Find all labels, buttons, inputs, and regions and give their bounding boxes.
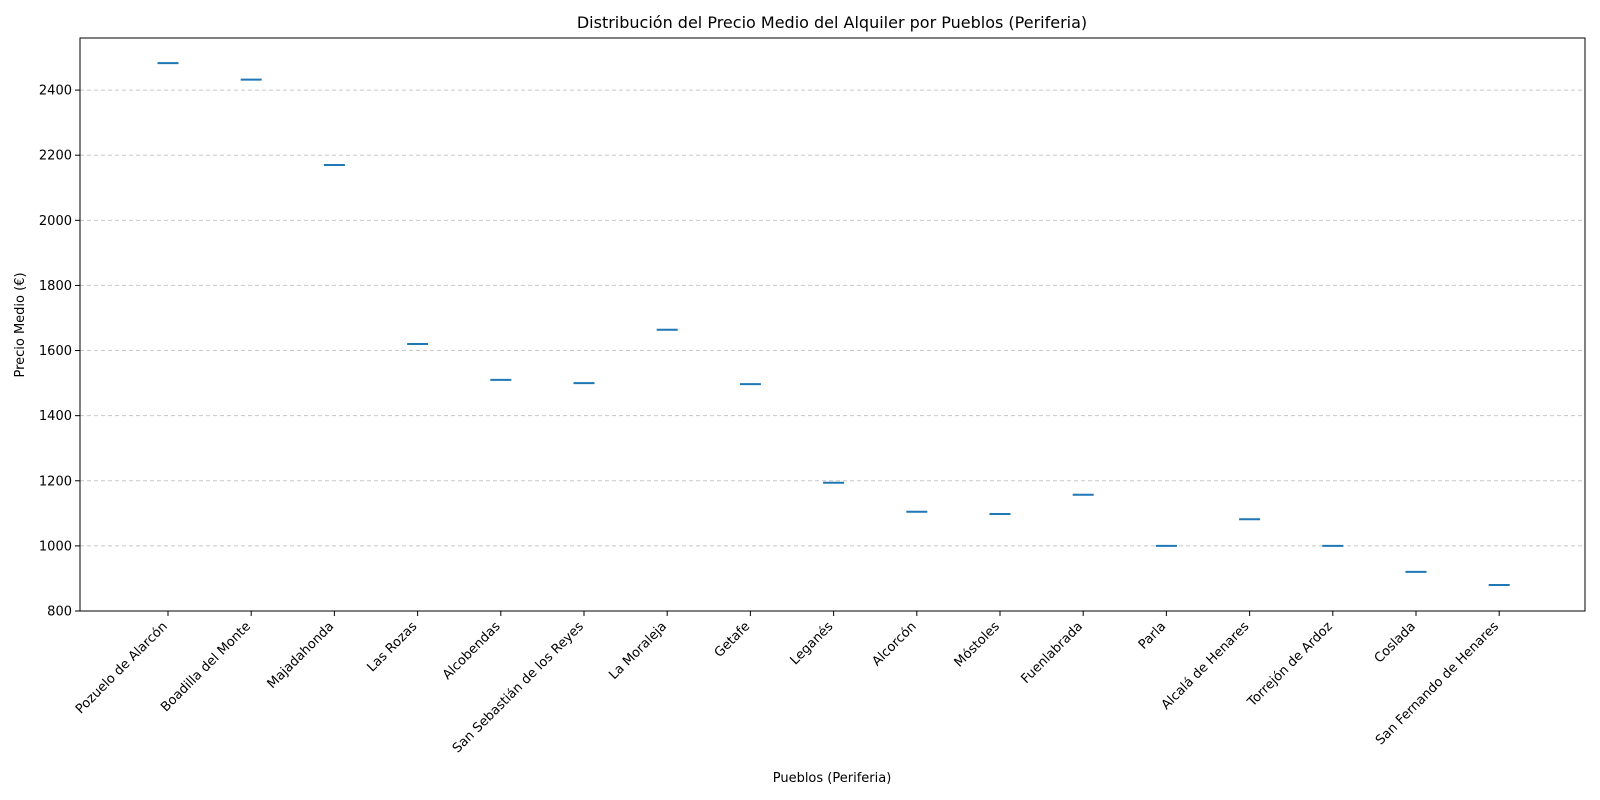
y-tick-label: 1800 [39,279,72,294]
y-tick-label: 1000 [39,539,72,554]
x-tick-label: Leganés [787,619,836,668]
x-tick-label: Fuenlabrada [1018,619,1086,687]
plot-area-frame [79,37,1586,612]
chart-title: Distribución del Precio Medio del Alquil… [577,13,1087,32]
y-axis: 800 1000 1200 1400 1600 1800 2000 2200 2400 [39,84,80,620]
x-tick-label: Getafe [712,619,754,661]
y-tick-label: 1200 [39,474,72,489]
x-axis-label: Pueblos (Periferia) [773,771,892,786]
x-tick-label: La Moraleja [606,619,670,683]
data-marks [157,62,1510,586]
y-tick-label: 2200 [39,149,72,164]
x-tick-label: Móstoles [952,619,1003,670]
x-tick-label: Las Rozas [365,619,421,675]
y-tick-label: 800 [47,605,72,620]
x-tick-label: San Sebastián de los Reyes [450,619,587,756]
x-tick-label: Torrejón de Ardoz [1244,619,1335,710]
y-tick-label: 1600 [39,344,72,359]
x-tick-label: Pozuelo de Alarcón [73,619,171,717]
x-tick-label: Alcobendas [440,619,504,683]
x-tick-label: Parla [1136,619,1169,652]
x-tick-label: Alcorcón [869,619,919,669]
x-tick-label: Alcalá de Henares [1159,619,1253,713]
y-tick-label: 2400 [39,84,72,99]
grid-lines [80,89,1585,547]
x-tick-label: Boadilla del Monte [158,619,254,715]
x-tick-label: Coslada [1372,619,1419,666]
y-tick-label: 2000 [39,214,72,229]
y-tick-label: 1400 [39,409,72,424]
y-axis-label: Precio Medio (€) [13,272,28,377]
x-tick-label: Majadahonda [265,619,338,692]
